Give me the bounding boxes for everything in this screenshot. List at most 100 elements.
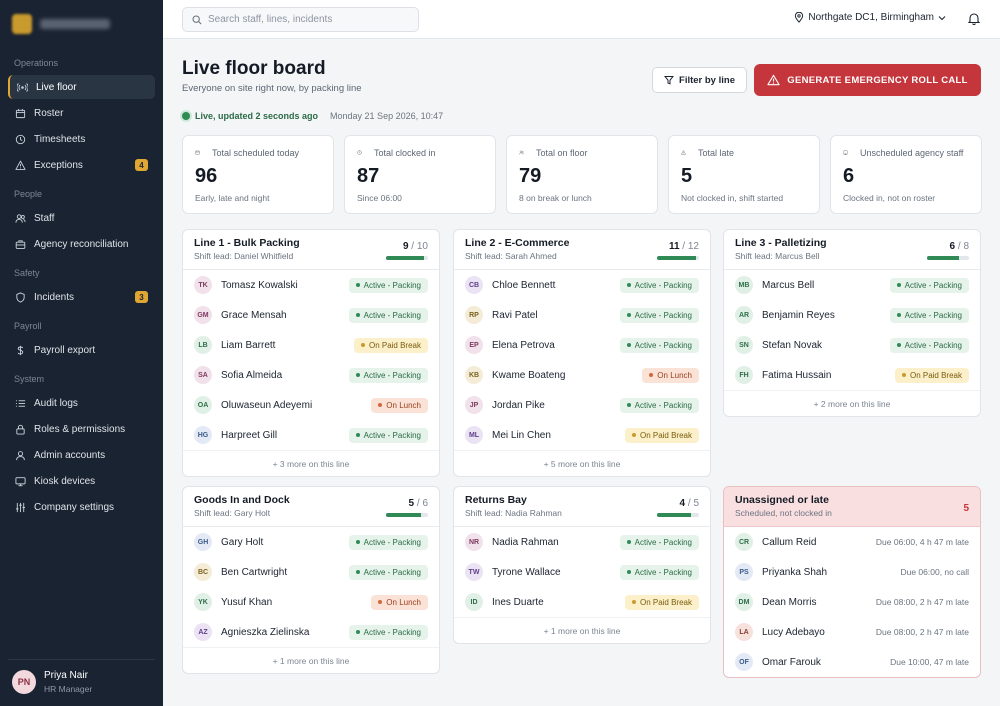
- staff-row[interactable]: BC Ben Cartwright Active - Packing: [183, 557, 439, 587]
- staff-row[interactable]: SN Stefan Novak Active - Packing: [724, 330, 980, 360]
- staff-row[interactable]: ID Ines Duarte On Paid Break: [454, 587, 710, 617]
- staff-row[interactable]: KB Kwame Boateng On Lunch: [454, 360, 710, 390]
- late-staff-row[interactable]: PS Priyanka Shah Due 06:00, no call: [724, 557, 980, 587]
- more-on-line-link[interactable]: + 1 more on this line: [454, 617, 710, 643]
- stat-card-unscheduled-agency-staff: Unscheduled agency staff 6 Clocked in, n…: [830, 135, 982, 214]
- headcount: 9 / 10: [402, 241, 428, 252]
- emergency-label: GENERATE EMERGENCY ROLL CALL: [787, 74, 968, 86]
- headcount-total: 8: [963, 241, 969, 252]
- more-on-line-link[interactable]: + 1 more on this line: [183, 647, 439, 673]
- status-badge: Active - Packing: [348, 564, 428, 580]
- stat-label: Total scheduled today: [212, 147, 300, 158]
- staff-row[interactable]: AR Benjamin Reyes Active - Packing: [724, 300, 980, 330]
- headcount-total: 12: [687, 241, 699, 252]
- status-label: Active - Packing: [904, 280, 962, 290]
- live-dot-icon: [182, 112, 190, 120]
- staff-row[interactable]: HG Harpreet Gill Active - Packing: [183, 420, 439, 450]
- staff-row[interactable]: GH Gary Holt Active - Packing: [183, 527, 439, 557]
- line-card-header[interactable]: Goods In and Dock Shift lead: Gary Holt …: [183, 487, 439, 527]
- status-badge: On Paid Break: [624, 427, 699, 443]
- staff-row[interactable]: GM Grace Mensah Active - Packing: [183, 300, 439, 330]
- status-label: Active - Packing: [634, 537, 692, 547]
- staff-row[interactable]: CB Chloe Bennett Active - Packing: [454, 270, 710, 300]
- staff-row[interactable]: MB Marcus Bell Active - Packing: [724, 270, 980, 300]
- sidebar-item-admin-accounts[interactable]: Admin accounts: [8, 443, 155, 467]
- headcount-progress: [657, 256, 699, 260]
- line-title: Returns Bay: [465, 494, 527, 506]
- stat-subtext: Since 06:00: [357, 193, 402, 203]
- sidebar-item-audit-logs[interactable]: Audit logs: [8, 391, 155, 415]
- sidebar-item-company-settings[interactable]: Company settings: [8, 495, 155, 519]
- status-dot-icon: [378, 600, 383, 604]
- site-selector[interactable]: Northgate DC1, Birmingham: [790, 12, 950, 23]
- more-on-line-link[interactable]: + 5 more on this line: [454, 450, 710, 476]
- staff-row[interactable]: ML Mei Lin Chen On Paid Break: [454, 420, 710, 450]
- search-input[interactable]: [208, 14, 408, 25]
- stat-card-total-on-floor: Total on floor 79 8 on break or lunch: [506, 135, 658, 214]
- lock-icon: [15, 424, 26, 435]
- staff-row[interactable]: EP Elena Petrova Active - Packing: [454, 330, 710, 360]
- sidebar-item-exceptions[interactable]: Exceptions 4: [8, 153, 155, 177]
- status-dot-icon: [355, 313, 360, 317]
- status-dot-icon: [355, 630, 360, 634]
- late-staff-row[interactable]: LA Lucy Adebayo Due 08:00, 2 h 47 m late: [724, 617, 980, 647]
- staff-name: Kwame Boateng: [492, 369, 566, 381]
- bell-icon[interactable]: [968, 12, 980, 25]
- sidebar-item-roles-and-permissions[interactable]: Roles & permissions: [8, 417, 155, 441]
- staff-row[interactable]: TK Tomasz Kowalski Active - Packing: [183, 270, 439, 300]
- staff-row[interactable]: NR Nadia Rahman Active - Packing: [454, 527, 710, 557]
- sidebar-item-payroll-export[interactable]: Payroll export: [8, 338, 155, 362]
- staff-row[interactable]: YK Yusuf Khan On Lunch: [183, 587, 439, 617]
- late-staff-row[interactable]: CR Callum Reid Due 06:00, 4 h 47 m late: [724, 527, 980, 557]
- staff-row[interactable]: OA Oluwaseun Adeyemi On Lunch: [183, 390, 439, 420]
- avatar: SA: [194, 366, 212, 384]
- clock-icon: [357, 147, 368, 158]
- more-on-line-link[interactable]: + 2 more on this line: [724, 390, 980, 416]
- status-label: Active - Packing: [363, 567, 421, 577]
- staff-row[interactable]: SA Sofia Almeida Active - Packing: [183, 360, 439, 390]
- staff-row[interactable]: RP Ravi Patel Active - Packing: [454, 300, 710, 330]
- sidebar-item-agency-reconciliation[interactable]: Agency reconciliation: [8, 232, 155, 256]
- staff-name: Mei Lin Chen: [492, 429, 551, 441]
- line-card-header[interactable]: Line 2 - E-Commerce Shift lead: Sarah Ah…: [454, 230, 710, 270]
- stat-subtext: Clocked in, not on roster: [843, 193, 936, 203]
- current-datetime: Monday 21 Sep 2026, 10:47: [330, 111, 444, 121]
- avatar: OF: [735, 653, 753, 671]
- sidebar-item-kiosk-devices[interactable]: Kiosk devices: [8, 469, 155, 493]
- late-staff-row[interactable]: DM Dean Morris Due 08:00, 2 h 47 m late: [724, 587, 980, 617]
- line-card-header[interactable]: Line 3 - Palletizing Shift lead: Marcus …: [724, 230, 980, 270]
- sidebar-item-incidents[interactable]: Incidents 3: [8, 285, 155, 309]
- line-card-line-3-palletizing: Line 3 - Palletizing Shift lead: Marcus …: [723, 229, 981, 417]
- staff-name: Yusuf Khan: [221, 596, 273, 608]
- status-label: Active - Packing: [634, 280, 692, 290]
- search-box[interactable]: [182, 7, 419, 32]
- late-staff-row[interactable]: OF Omar Farouk Due 10:00, 47 m late: [724, 647, 980, 677]
- avatar: EP: [465, 336, 483, 354]
- staff-name: Ben Cartwright: [221, 566, 288, 578]
- status-dot-icon: [626, 403, 631, 407]
- brand[interactable]: [0, 0, 163, 48]
- status-dot-icon: [896, 313, 901, 317]
- avatar: AZ: [194, 623, 212, 641]
- sidebar-item-staff[interactable]: Staff: [8, 206, 155, 230]
- more-on-line-link[interactable]: + 3 more on this line: [183, 450, 439, 476]
- sidebar-item-timesheets[interactable]: Timesheets: [8, 127, 155, 151]
- staff-row[interactable]: AZ Agnieszka Zielinska Active - Packing: [183, 617, 439, 647]
- status-dot-icon: [631, 433, 636, 437]
- sidebar-item-roster[interactable]: Roster: [8, 101, 155, 125]
- sidebar-item-live-floor[interactable]: Live floor: [8, 75, 155, 99]
- unassigned-card-header[interactable]: Unassigned or late Scheduled, not clocke…: [724, 487, 980, 527]
- dollar-icon: [15, 345, 26, 356]
- staff-row[interactable]: TW Tyrone Wallace Active - Packing: [454, 557, 710, 587]
- line-card-header[interactable]: Returns Bay Shift lead: Nadia Rahman 4 /…: [454, 487, 710, 527]
- status-badge: Active - Packing: [619, 277, 699, 293]
- staff-row[interactable]: JP Jordan Pike Active - Packing: [454, 390, 710, 420]
- status-label: On Lunch: [386, 597, 421, 607]
- user-profile[interactable]: PN Priya Nair HR Manager: [8, 659, 155, 694]
- emergency-roll-call-button[interactable]: GENERATE EMERGENCY ROLL CALL: [754, 64, 981, 96]
- filter-by-line-button[interactable]: Filter by line: [652, 67, 747, 93]
- staff-row[interactable]: LB Liam Barrett On Paid Break: [183, 330, 439, 360]
- page-title: Live floor board: [182, 58, 326, 79]
- staff-row[interactable]: FH Fatima Hussain On Paid Break: [724, 360, 980, 390]
- line-card-header[interactable]: Line 1 - Bulk Packing Shift lead: Daniel…: [183, 230, 439, 270]
